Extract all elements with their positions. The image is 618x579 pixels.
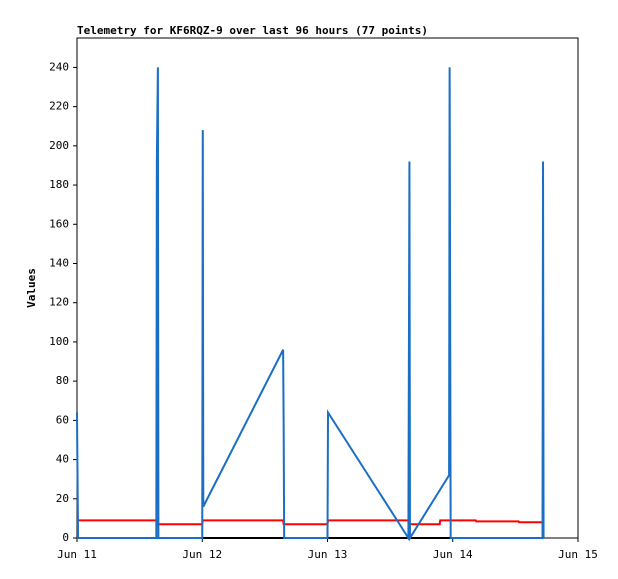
y-tick-label: 60 bbox=[56, 413, 69, 426]
x-tick-label: Jun 15 bbox=[558, 548, 598, 561]
series-line bbox=[77, 519, 544, 526]
y-tick-label: 240 bbox=[49, 60, 69, 73]
y-tick-label: 160 bbox=[49, 217, 69, 230]
y-tick-label: 220 bbox=[49, 100, 69, 113]
x-tick-label: Jun 12 bbox=[182, 548, 222, 561]
y-tick-label: 40 bbox=[56, 453, 69, 466]
series-line bbox=[76, 67, 545, 542]
y-tick-label: 200 bbox=[49, 139, 69, 152]
x-tick-label: Jun 14 bbox=[433, 548, 473, 561]
x-tick-label: Jun 11 bbox=[57, 548, 97, 561]
y-tick-label: 20 bbox=[56, 492, 69, 505]
chart-title: Telemetry for KF6RQZ-9 over last 96 hour… bbox=[77, 24, 428, 37]
y-tick-label: 120 bbox=[49, 296, 69, 309]
y-axis-label: Values bbox=[25, 268, 38, 308]
y-tick-label: 100 bbox=[49, 335, 69, 348]
y-tick-label: 140 bbox=[49, 256, 69, 269]
x-tick-label: Jun 13 bbox=[308, 548, 348, 561]
y-tick-label: 180 bbox=[49, 178, 69, 191]
y-tick-label: 0 bbox=[62, 531, 69, 544]
y-tick-label: 80 bbox=[56, 374, 69, 387]
